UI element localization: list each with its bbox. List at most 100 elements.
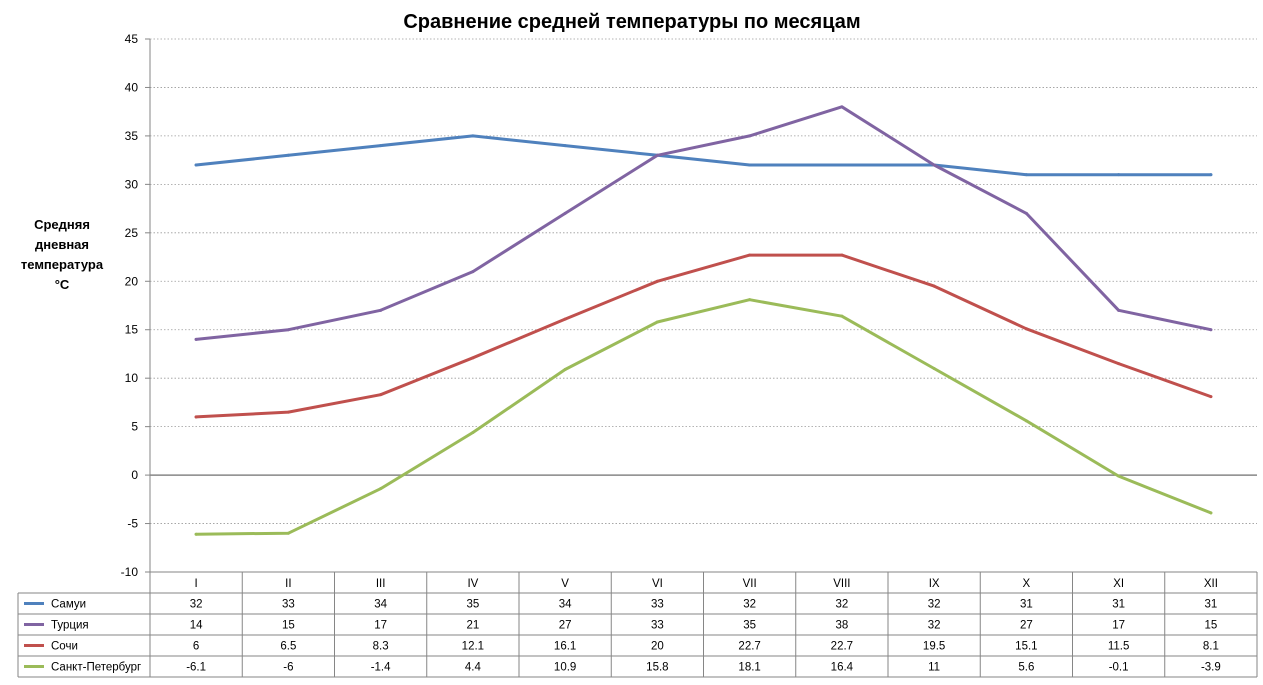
x-tick-label: II — [285, 578, 291, 590]
legend-label: Санкт-Петербург — [51, 662, 141, 674]
data-label: 35 — [466, 599, 479, 611]
y-tick-label: -10 — [121, 565, 139, 579]
series-line-3 — [194, 253, 1213, 419]
data-point — [194, 415, 198, 419]
x-tick-label: VII — [743, 578, 757, 590]
data-point — [194, 337, 198, 341]
axis-layer: -10 -5 0 5 10 15 20 25 30 35 40 45 — [121, 32, 151, 579]
data-label: 22.7 — [831, 641, 853, 653]
data-label: 15.8 — [646, 662, 668, 674]
data-point — [286, 153, 290, 157]
data-label: 15.1 — [1015, 641, 1037, 653]
data-label: 16.4 — [831, 662, 854, 674]
data-point — [286, 531, 290, 535]
data-point — [655, 320, 659, 324]
data-point — [1209, 395, 1213, 399]
data-label: 14 — [190, 620, 203, 632]
data-point — [1209, 173, 1213, 177]
y-tick-label: 40 — [125, 80, 139, 94]
data-point — [1024, 419, 1028, 423]
data-point — [932, 284, 936, 288]
x-tick-label: XII — [1204, 578, 1218, 590]
data-label: 31 — [1112, 599, 1125, 611]
data-point — [471, 356, 475, 360]
data-label: 33 — [651, 620, 664, 632]
data-label: 11 — [928, 662, 940, 674]
y-axis-label-line-2: дневная — [35, 237, 89, 252]
data-point — [1117, 173, 1121, 177]
data-point — [748, 253, 752, 257]
data-point — [194, 163, 198, 167]
data-label: -6.1 — [186, 662, 206, 674]
y-axis-label-line-1: Средняя — [34, 217, 90, 232]
data-point — [840, 105, 844, 109]
data-point — [1209, 511, 1213, 515]
data-point — [379, 144, 383, 148]
data-label: 10.9 — [554, 662, 576, 674]
data-point — [655, 153, 659, 157]
data-label: 31 — [1020, 599, 1033, 611]
x-tick-label: V — [561, 578, 569, 590]
data-label: 32 — [835, 599, 848, 611]
data-point — [1209, 328, 1213, 332]
data-point — [471, 134, 475, 138]
data-point — [932, 163, 936, 167]
data-label: 17 — [1112, 620, 1125, 632]
y-axis-label-line-3: температура — [21, 257, 104, 272]
y-tick-label: 30 — [125, 177, 139, 191]
data-label: 8.1 — [1203, 641, 1219, 653]
data-point — [286, 410, 290, 414]
x-tick-label: XI — [1113, 578, 1124, 590]
data-label: 32 — [743, 599, 756, 611]
data-label: 33 — [651, 599, 664, 611]
y-axis-label-line-4: °C — [55, 277, 70, 292]
data-point — [1024, 211, 1028, 215]
data-point — [563, 144, 567, 148]
grid-layer — [150, 38, 1257, 524]
x-tick-label: VI — [652, 578, 663, 590]
data-point — [1024, 173, 1028, 177]
y-tick-label: 0 — [131, 468, 138, 482]
data-label: 31 — [1204, 599, 1217, 611]
y-tick-label: 5 — [131, 420, 138, 434]
data-point — [1024, 327, 1028, 331]
data-label: -6 — [283, 662, 293, 674]
data-label: 19.5 — [923, 641, 945, 653]
data-point — [286, 328, 290, 332]
data-label: -3.9 — [1201, 662, 1221, 674]
series-layer — [194, 105, 1213, 536]
data-point — [748, 298, 752, 302]
x-tick-label: III — [376, 578, 386, 590]
legend-label: Турция — [51, 620, 89, 632]
chart-title: Сравнение средней температуры по месяцам — [403, 11, 860, 33]
data-label: 11.5 — [1108, 641, 1130, 653]
data-label: 27 — [559, 620, 572, 632]
data-label: -1.4 — [371, 662, 391, 674]
y-tick-label: 25 — [125, 226, 139, 240]
data-point — [748, 134, 752, 138]
data-label: 32 — [190, 599, 203, 611]
data-point — [379, 308, 383, 312]
data-label: 6 — [193, 641, 199, 653]
x-tick-label: IX — [929, 578, 940, 590]
data-point — [840, 163, 844, 167]
data-point — [471, 270, 475, 274]
data-label: 6.5 — [280, 641, 296, 653]
legend-label: Сочи — [51, 641, 78, 653]
data-label: 20 — [651, 641, 664, 653]
data-label: 32 — [928, 620, 941, 632]
data-point — [655, 279, 659, 283]
x-tick-label: X — [1023, 578, 1031, 590]
data-label: -0.1 — [1109, 662, 1129, 674]
data-label: 12.1 — [462, 641, 484, 653]
y-tick-label: 35 — [125, 129, 139, 143]
data-label: 33 — [282, 599, 295, 611]
data-point — [563, 211, 567, 215]
x-tick-label: I — [195, 578, 198, 590]
data-point — [1117, 308, 1121, 312]
data-point — [748, 163, 752, 167]
y-tick-label: 45 — [125, 32, 139, 46]
data-label: 16.1 — [554, 641, 576, 653]
data-point — [379, 487, 383, 491]
